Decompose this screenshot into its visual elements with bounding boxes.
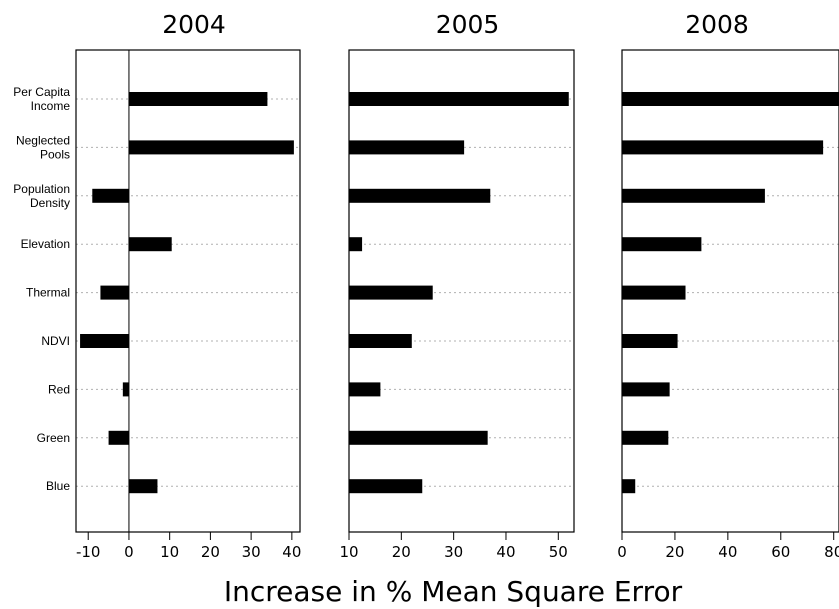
bar bbox=[349, 479, 423, 494]
category-label: Per Capita Income bbox=[13, 85, 70, 113]
panel-2005: 2005 10 20 30 40 50 bbox=[339, 10, 575, 561]
x-tick-label: 80 bbox=[824, 543, 839, 561]
bar bbox=[92, 188, 129, 203]
panel-2004: 2004 -10 0 10 20 30 40 bbox=[75, 10, 301, 561]
bar bbox=[80, 334, 129, 348]
bar bbox=[349, 430, 488, 445]
category-label: Population Density bbox=[13, 182, 70, 210]
panel-frame bbox=[75, 49, 301, 533]
bar bbox=[128, 479, 158, 494]
category-label: Red bbox=[48, 382, 70, 396]
panel-title: 2004 bbox=[162, 10, 226, 39]
category-label: Elevation bbox=[21, 237, 70, 251]
panel-title: 2005 bbox=[436, 10, 500, 39]
category-label: Neglected Pools bbox=[16, 133, 70, 161]
bar bbox=[100, 285, 129, 300]
bar bbox=[622, 188, 765, 203]
bar bbox=[349, 188, 491, 203]
bar bbox=[128, 92, 268, 106]
bar bbox=[349, 140, 465, 155]
x-tick-label: 30 bbox=[242, 543, 261, 561]
category-label: NDVI bbox=[41, 334, 70, 348]
x-tick-label: 30 bbox=[444, 543, 463, 561]
x-tick-label: 0 bbox=[124, 543, 134, 561]
x-tick-label: -10 bbox=[76, 543, 101, 561]
x-tick-label: 10 bbox=[160, 543, 179, 561]
bar bbox=[622, 430, 669, 445]
bar bbox=[349, 285, 433, 300]
bar bbox=[622, 92, 839, 106]
category-label: Thermal bbox=[26, 286, 70, 300]
bar bbox=[128, 237, 172, 252]
x-tick-label: 0 bbox=[617, 543, 627, 561]
panel-2008: 2008 0 20 40 60 80 bbox=[617, 10, 839, 561]
panel-title: 2008 bbox=[685, 10, 749, 39]
bar bbox=[349, 382, 381, 397]
bar bbox=[622, 479, 636, 494]
bar bbox=[122, 382, 129, 397]
bar bbox=[622, 285, 686, 300]
category-label: Blue bbox=[46, 479, 70, 493]
x-tick-label: 40 bbox=[496, 543, 515, 561]
x-tick-label: 20 bbox=[665, 543, 684, 561]
x-tick-label: 60 bbox=[771, 543, 790, 561]
bar bbox=[108, 430, 129, 445]
bar bbox=[128, 140, 294, 155]
bar bbox=[622, 140, 824, 155]
x-axis-label: Increase in % Mean Square Error bbox=[224, 575, 683, 608]
bar bbox=[349, 334, 412, 348]
x-tick-label: 10 bbox=[339, 543, 358, 561]
x-tick-label: 40 bbox=[718, 543, 737, 561]
category-label: Green bbox=[37, 431, 70, 445]
panel-frame bbox=[621, 49, 839, 533]
bar bbox=[349, 92, 569, 106]
bar bbox=[349, 237, 363, 252]
x-tick-label: 50 bbox=[549, 543, 568, 561]
x-tick-label: 20 bbox=[392, 543, 411, 561]
bar bbox=[622, 334, 678, 348]
x-tick-label: 40 bbox=[282, 543, 301, 561]
panel-frame bbox=[348, 49, 575, 533]
x-tick-label: 20 bbox=[201, 543, 220, 561]
bar bbox=[622, 237, 702, 252]
bar bbox=[622, 382, 670, 397]
